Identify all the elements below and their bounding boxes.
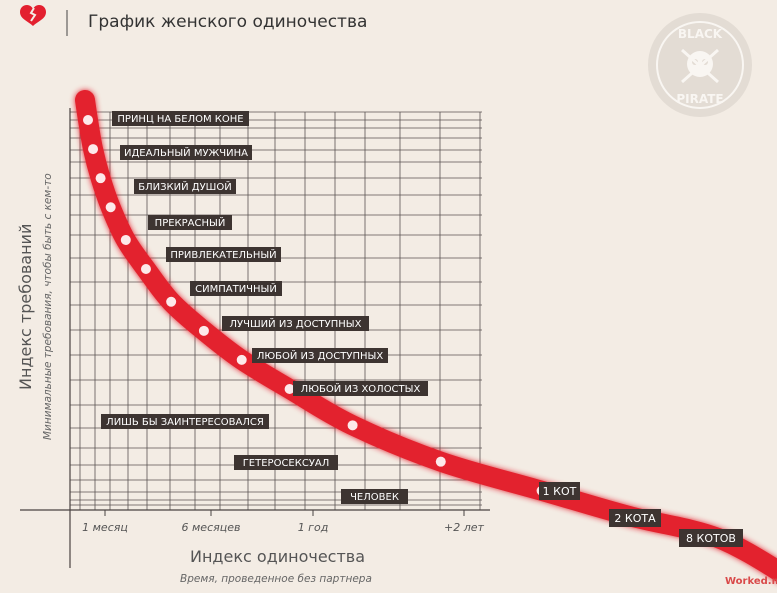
header: График женского одиночества [20,5,367,36]
x-axis-title: Индекс одиночества [190,547,365,566]
point-label-bg [120,145,252,160]
point-label-text: ГЕТЕРОСЕКСУАЛ [243,458,330,469]
point-label: БЛИЗКИЙ ДУШОЙ [134,179,236,194]
logo-text-top: BLACK [678,27,723,41]
point-label: ЧЕЛОВЕК [341,489,408,504]
data-point [198,325,209,336]
point-label: ИДЕАЛЬНЫЙ МУЖЧИНА [120,145,252,160]
point-label: 8 КОТОВ [679,529,743,547]
point-label-bg [148,215,232,230]
point-label-bg [112,111,249,126]
point-label: ЛЮБОЙ ИЗ ХОЛОСТЫХ [293,381,428,396]
data-point [347,420,358,431]
series-line [75,90,777,582]
point-label-bg [190,281,282,296]
black-pirate-logo: BLACK PIRATE [648,13,752,117]
point-label: ПРИВЛЕКАТЕЛЬНЫЙ [166,247,281,262]
data-point [105,202,116,213]
point-label: ПРИНЦ НА БЕЛОМ КОНЕ [112,111,249,126]
x-tick-label: 6 месяцев [182,521,241,534]
y-axis-title: Индекс требований [16,224,35,390]
point-label-text: 1 КОТ [543,485,577,498]
point-label: ЛЮБОЙ ИЗ ДОСТУПНЫХ [252,348,388,363]
point-label-text: ПРИНЦ НА БЕЛОМ КОНЕ [117,114,243,125]
point-label: ГЕТЕРОСЕКСУАЛ [234,455,338,470]
data-point [140,264,151,275]
label-layer: ПРИНЦ НА БЕЛОМ КОНЕ ИДЕАЛЬНЫЙ МУЖЧИНА БЛИЗ… [101,111,743,547]
point-label: 1 КОТ [539,482,580,500]
data-point [284,383,295,394]
y-axis-subtitle: Минимальные требования, чтобы быть с кем… [42,173,54,440]
point-label-bg [341,489,408,504]
point-label-bg [293,381,428,396]
point-label: ЛИШЬ БЫ ЗАИНТЕРЕСОВАЛСЯ [101,414,269,429]
point-label-text: ПРИВЛЕКАТЕЛЬНЫЙ [170,248,276,261]
data-point [435,456,446,467]
x-tick-label: 1 месяц [82,521,128,534]
point-label-bg [539,482,580,500]
point-label-text: ЛЮБОЙ ИЗ ХОЛОСТЫХ [301,382,421,395]
point-label-text: 2 КОТА [614,512,656,525]
point-label-bg [166,247,281,262]
data-point [88,144,99,155]
point-label-text: ЧЕЛОВЕК [350,492,399,503]
point-label-text: ЛУЧШИЙ ИЗ ДОСТУПНЫХ [230,317,362,330]
x-axis-subtitle: Время, проведенное без партнера [180,573,372,585]
point-label-text: ЛЮБОЙ ИЗ ДОСТУПНЫХ [257,349,384,362]
curve-layer [75,90,777,582]
page-title: График женского одиночества [88,12,367,32]
data-point [236,354,247,365]
broken-heart-icon [20,5,46,26]
data-point [120,234,131,245]
x-tick-label: 1 год [298,521,329,534]
x-tick-label: +2 лет [444,521,485,534]
skull-icon [681,48,719,84]
data-point [166,296,177,307]
point-label-text: ПРЕКРАСНЫЙ [155,216,226,229]
point-label-bg [679,529,743,547]
point-label: 2 КОТА [609,509,661,527]
point-label: ПРЕКРАСНЫЙ [148,215,232,230]
data-point [83,115,93,125]
point-label-text: СИМПАТИЧНЫЙ [195,282,277,295]
point-label-text: БЛИЗКИЙ ДУШОЙ [138,180,231,193]
chart-grid [70,111,482,510]
point-label-bg [134,179,236,194]
point-label-bg [252,348,388,363]
point-label: СИМПАТИЧНЫЙ [190,281,282,296]
point-label-text: 8 КОТОВ [686,532,736,545]
point-label-bg [101,414,269,429]
point-label-bg [222,316,369,331]
data-point [95,173,106,184]
point-label-bg [609,509,661,527]
point-label-text: ЛИШЬ БЫ ЗАИНТЕРЕСОВАЛСЯ [106,417,264,428]
point-label-bg [234,455,338,470]
point-label-text: ИДЕАЛЬНЫЙ МУЖЧИНА [124,146,248,159]
site-watermark: Worked.ms [725,576,777,587]
x-tick-labels: 1 месяц 6 месяцев 1 год +2 лет [82,510,485,534]
logo-text-bottom: PIRATE [676,92,723,106]
point-label: ЛУЧШИЙ ИЗ ДОСТУПНЫХ [222,316,369,331]
site-watermark-text: Worked.ms [725,576,777,587]
